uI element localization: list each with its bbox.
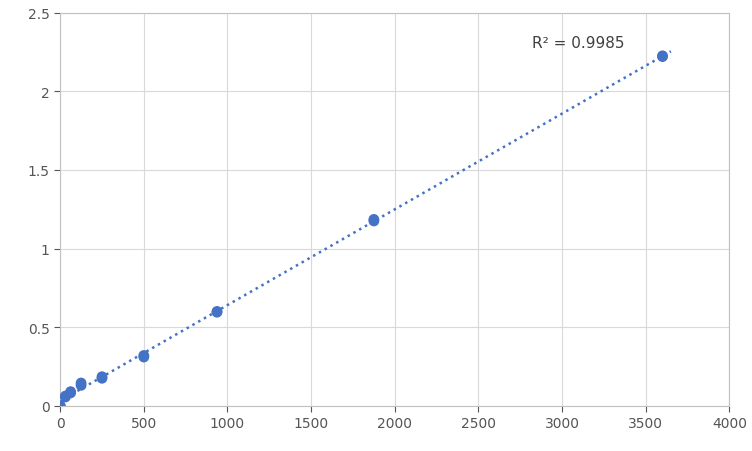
Point	[138, 352, 150, 359]
Point	[656, 53, 669, 60]
Point	[59, 392, 71, 400]
Point	[368, 218, 380, 225]
Point	[368, 216, 380, 224]
Point	[211, 308, 223, 315]
Point	[65, 388, 77, 396]
Point	[75, 382, 87, 389]
Point	[211, 309, 223, 316]
Point	[54, 402, 66, 410]
Point	[656, 54, 669, 61]
Point	[54, 402, 66, 410]
Point	[96, 375, 108, 382]
Text: R² = 0.9985: R² = 0.9985	[532, 36, 624, 51]
Point	[138, 354, 150, 361]
Point	[59, 394, 71, 401]
Point	[65, 389, 77, 396]
Point	[96, 373, 108, 381]
Point	[75, 380, 87, 387]
